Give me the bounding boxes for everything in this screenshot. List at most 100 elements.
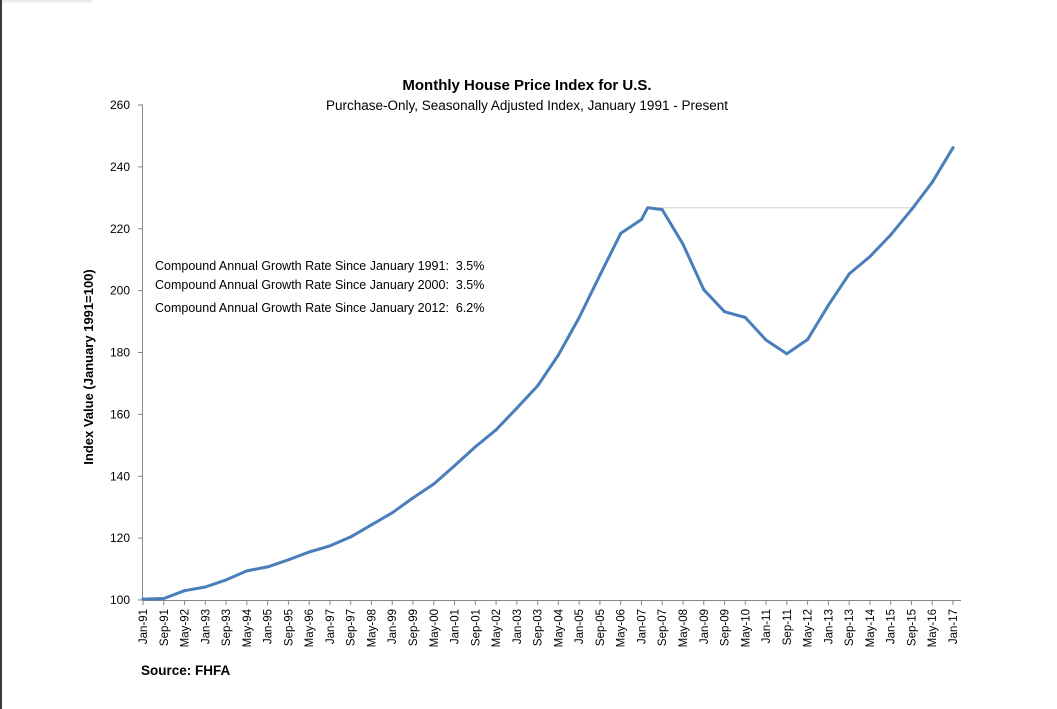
y-tick-label: 220	[110, 222, 130, 236]
y-tick-label: 240	[110, 160, 130, 174]
data-point-sep-05	[598, 273, 602, 277]
data-point-sep-11	[785, 352, 789, 356]
series-points	[141, 146, 955, 601]
data-point-may-06	[619, 231, 623, 235]
annotation-cagr-2000: Compound Annual Growth Rate Since Januar…	[155, 278, 484, 292]
data-point-jan-13	[826, 303, 830, 307]
x-tick-label: Sep-07	[657, 609, 669, 646]
data-point-jan-17	[951, 146, 955, 150]
data-point-sep-93	[224, 578, 228, 582]
series-line-hpi	[141, 146, 955, 601]
y-tick-label: 160	[110, 407, 130, 421]
x-tick-label: Jan-91	[138, 609, 150, 644]
x-tick-label: Sep-15	[906, 609, 918, 646]
y-tick-label: 120	[110, 531, 130, 545]
y-tick-label: 140	[110, 469, 130, 483]
x-axis-ticks: Jan-91 Sep-91 May-92 Jan-93 Sep-93 May-94 Jan-…	[138, 600, 960, 647]
x-tick-label: May-12	[803, 609, 815, 647]
data-point-jan-03	[515, 406, 519, 410]
x-tick-label: May-96	[304, 609, 316, 647]
x-tick-label: May-94	[242, 608, 254, 647]
y-tick-label: 100	[110, 593, 130, 607]
data-point-jan-09	[702, 288, 706, 292]
data-point-jan-99	[390, 511, 394, 515]
data-point-may-16	[930, 180, 934, 184]
x-tick-label: Jan-05	[574, 609, 586, 644]
chart-title: Monthly House Price Index for U.S.	[402, 77, 651, 94]
data-point-sep-03	[536, 384, 540, 388]
data-point-jan-97	[328, 544, 332, 548]
x-tick-label: Jan-07	[636, 609, 648, 644]
x-tick-label: May-14	[865, 608, 877, 647]
source-note: Source: FHFA	[141, 663, 231, 678]
data-point-jan-91	[141, 597, 145, 601]
data-point-jan-93	[203, 585, 207, 589]
y-axis-ticks: 100 120 140 160 180 200 220 240 260	[110, 98, 143, 607]
data-point-sep-01	[473, 445, 477, 449]
data-point-sep-95	[286, 558, 290, 562]
x-tick-label: Jan-03	[512, 609, 524, 644]
x-tick-label: Sep-93	[221, 609, 233, 646]
x-tick-label: Sep-91	[159, 609, 171, 646]
window-top-shadow	[2, 0, 92, 4]
x-tick-label: May-98	[366, 609, 378, 647]
data-point-may-98	[369, 523, 373, 527]
data-point-jan-11	[764, 338, 768, 342]
x-tick-label: May-00	[429, 609, 441, 647]
data-point-jan-05	[577, 316, 581, 320]
data-point-may-10	[743, 316, 747, 320]
y-tick-label: 260	[110, 98, 130, 112]
x-tick-label: Jan-13	[823, 609, 835, 644]
x-tick-label: Jan-09	[699, 609, 711, 644]
data-point-may-08	[681, 242, 685, 246]
x-tick-label: Sep-13	[844, 609, 856, 646]
data-point-may-92	[183, 589, 187, 593]
data-point-sep-07	[660, 208, 664, 212]
x-tick-label: Jan-97	[325, 609, 337, 644]
x-tick-label: Sep-97	[346, 609, 358, 646]
data-point-may-00	[432, 482, 436, 486]
data-point-sep-09	[723, 310, 727, 314]
x-tick-label: Jan-17	[948, 609, 960, 644]
data-point-sep-99	[411, 496, 415, 500]
x-tick-label: May-02	[491, 609, 503, 647]
data-point-jan-15	[889, 233, 893, 237]
x-tick-label: Jan-15	[886, 609, 898, 644]
chart-subtitle: Purchase-Only, Seasonally Adjusted Index…	[326, 98, 728, 113]
x-tick-label: Sep-99	[408, 609, 420, 646]
x-tick-label: Sep-95	[283, 609, 295, 646]
data-point-may-14	[868, 255, 872, 259]
annotation-cagr-1991: Compound Annual Growth Rate Since Januar…	[155, 259, 484, 273]
x-tick-label: May-16	[927, 609, 939, 647]
data-point-sep-91	[162, 596, 166, 600]
y-tick-label: 200	[110, 284, 130, 298]
data-point-may-12	[806, 338, 810, 342]
data-point-may-04	[556, 353, 560, 357]
y-tick-label: 180	[110, 346, 130, 360]
x-tick-label: Jan-11	[761, 609, 773, 643]
x-tick-label: May-06	[616, 609, 628, 647]
data-point-jan-07	[639, 217, 643, 221]
x-tick-label: Jan-93	[200, 609, 212, 644]
x-tick-label: Jan-95	[263, 609, 275, 644]
x-tick-label: May-08	[678, 609, 690, 647]
data-point-may-94	[245, 569, 249, 573]
x-tick-label: Sep-01	[470, 609, 482, 646]
y-axis-label: Index Value (January 1991=100)	[81, 269, 96, 464]
x-tick-label: Sep-03	[533, 609, 545, 646]
x-tick-label: May-04	[553, 608, 565, 647]
data-point-jan-01	[453, 464, 457, 468]
x-tick-label: Sep-11	[782, 609, 794, 645]
data-point-sep-15	[909, 208, 913, 212]
x-tick-label: Jan-99	[387, 609, 399, 644]
x-tick-label: May-10	[740, 609, 752, 647]
data-point-sep-13	[847, 272, 851, 276]
annotation-cagr-2012: Compound Annual Growth Rate Since Januar…	[155, 301, 484, 315]
window-left-edge	[0, 0, 2, 709]
data-point-jan-95	[266, 565, 270, 569]
x-tick-label: Sep-05	[595, 609, 607, 646]
x-tick-label: Sep-09	[720, 609, 732, 646]
x-tick-label: May-92	[180, 609, 192, 647]
data-point-may-96	[307, 550, 311, 554]
data-point-sep-97	[349, 535, 353, 539]
